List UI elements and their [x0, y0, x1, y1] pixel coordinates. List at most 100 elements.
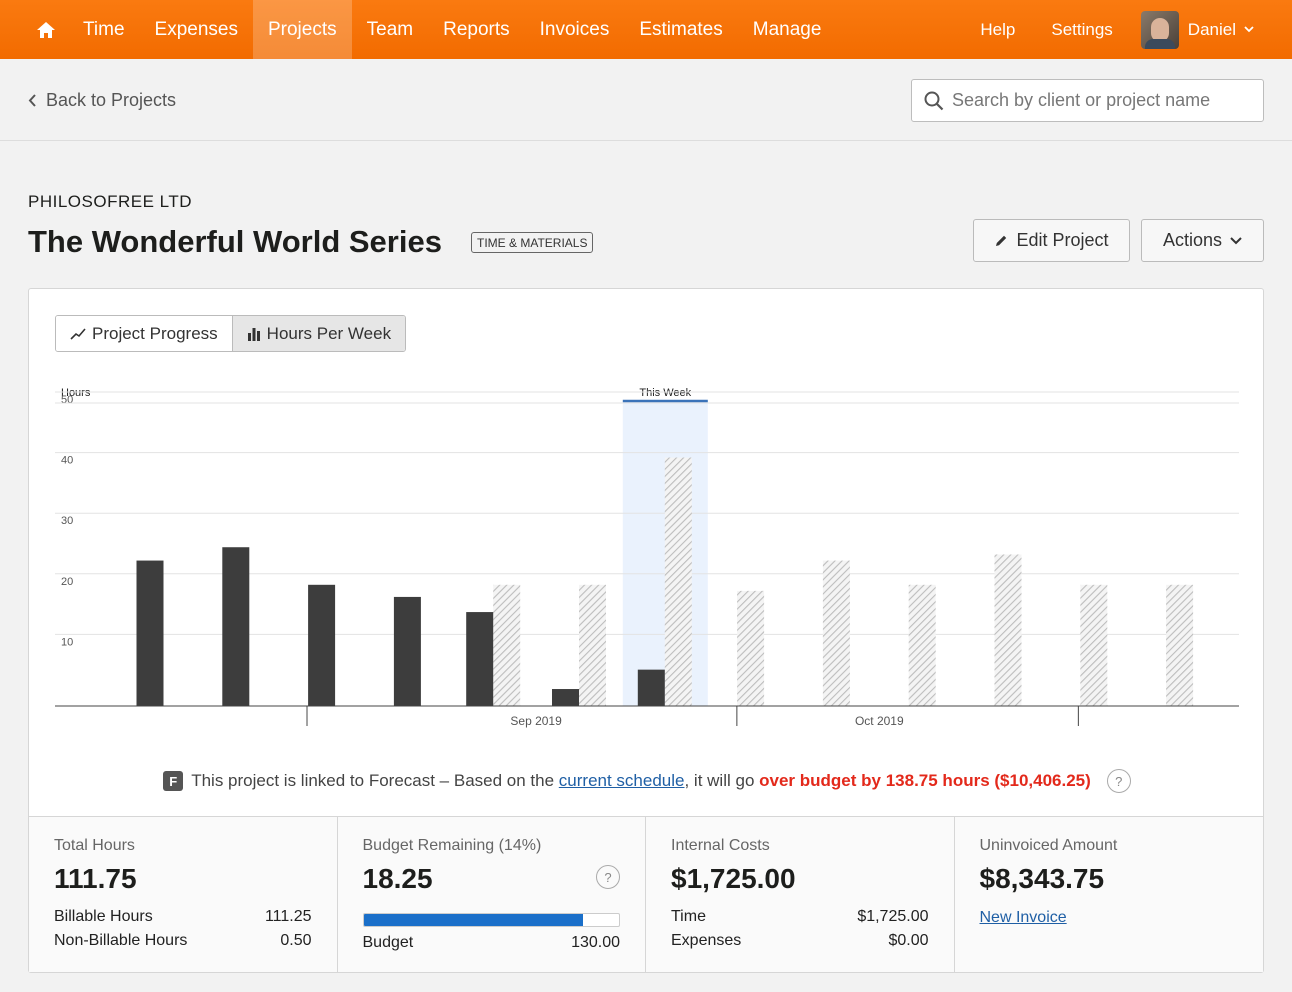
uninvoiced-stat: Uninvoiced Amount $8,343.75 New Invoice [955, 817, 1264, 973]
scheduled-bar [822, 560, 850, 706]
actual-bar [308, 584, 336, 706]
billable-value: 111.25 [264, 908, 312, 925]
search-box [911, 79, 1264, 122]
budget-label: Budget [362, 934, 414, 951]
this-week-label: This Week [639, 387, 691, 399]
scheduled-bar [664, 457, 692, 706]
y-tick-label: 20 [61, 576, 73, 588]
stats-panel: Total Hours 111.75 Billable Hours 111.25 … [29, 816, 1264, 973]
tab-project-progress-label: Project Progress [92, 323, 218, 343]
actual-bar [136, 560, 164, 706]
budget-value: 130.00 [571, 934, 620, 951]
tab-hours-per-week[interactable]: Hours Per Week [231, 316, 406, 351]
total-hours-value: 111.75 [54, 863, 137, 894]
help-icon[interactable]: ? [1106, 769, 1131, 793]
internal-costs-stat: Internal Costs $1,725.00 Time $1,725.00 E… [646, 817, 955, 973]
current-schedule-link[interactable]: current schedule [558, 771, 685, 790]
billable-label: Billable Hours [54, 908, 153, 925]
expenses-cost-label: Expenses [671, 932, 742, 949]
nav-item-projects[interactable]: Projects [252, 0, 352, 59]
scheduled-bar [1080, 584, 1108, 706]
nav-item-invoices[interactable]: Invoices [539, 18, 610, 40]
uninvoiced-value: $8,343.75 [979, 863, 1105, 894]
user-name: Daniel [1187, 19, 1236, 39]
nav-items: Time Expenses Projects Team Reports Invoices E… [68, 0, 836, 59]
chevron-down-icon [1244, 26, 1254, 33]
tab-project-progress[interactable]: Project Progress [56, 316, 232, 351]
top-nav: Time Expenses Projects Team Reports Invoices E… [0, 0, 1292, 59]
y-tick-label: 30 [61, 515, 73, 527]
pencil-icon [996, 235, 1007, 246]
total-hours-label: Total Hours [54, 837, 135, 854]
sub-header: Back to Projects [0, 59, 1292, 141]
budget-progress-fill [363, 914, 583, 926]
search-input[interactable] [952, 90, 1242, 111]
y-tick-label: 10 [61, 636, 73, 648]
forecast-icon: F [163, 771, 184, 791]
hours-per-week-chart: This Week Hours 10 20 30 40 50 Sep 2019 Oct 2019 [55, 387, 1239, 728]
nav-item-expenses[interactable]: Expenses [154, 18, 238, 40]
search-icon [924, 91, 944, 110]
actual-bar [552, 689, 579, 706]
help-link[interactable]: Help [980, 19, 1016, 39]
edit-project-label: Edit Project [1016, 230, 1109, 250]
month-label: Sep 2019 [510, 714, 562, 728]
scheduled-bar [493, 584, 521, 706]
nav-right: Help Settings Daniel [962, 0, 1292, 59]
budget-help-icon[interactable]: ? [596, 865, 620, 889]
home-icon[interactable] [24, 0, 68, 59]
project-card: Project Progress Hours Per Week This Wee… [28, 288, 1264, 973]
actual-bar [466, 612, 494, 706]
new-invoice-link[interactable]: New Invoice [979, 909, 1067, 926]
y-tick-label: 40 [61, 455, 73, 467]
settings-link[interactable]: Settings [1051, 19, 1113, 39]
budget-remaining-label: Budget Remaining (14%) [362, 837, 542, 854]
chart-view-toggle: Project Progress Hours Per Week [55, 315, 407, 352]
actual-bar [222, 547, 250, 706]
actual-bar [393, 596, 421, 706]
page-title: The Wonderful World Series [28, 224, 442, 259]
actions-label: Actions [1162, 230, 1223, 250]
time-cost-label: Time [671, 908, 706, 925]
chevron-down-icon [1230, 236, 1242, 244]
nav-item-estimates[interactable]: Estimates [639, 18, 723, 40]
actions-button[interactable]: Actions [1141, 219, 1264, 262]
expenses-cost-value: $0.00 [888, 932, 929, 949]
forecast-notice: F This project is linked to Forecast – B… [29, 769, 1265, 793]
over-budget-text: over budget by 138.75 hours ($10,406.25) [759, 771, 1091, 790]
scheduled-bar [994, 554, 1022, 706]
avatar[interactable] [1140, 10, 1179, 49]
back-to-projects-link[interactable]: Back to Projects [28, 90, 176, 111]
y-tick-label: 50 [61, 394, 73, 406]
budget-remaining-stat: Budget Remaining (14%) 18.25 ? Budget 130… [338, 817, 646, 973]
scheduled-bar [908, 584, 936, 706]
user-menu[interactable]: Daniel [1179, 20, 1292, 40]
nav-item-time[interactable]: Time [83, 18, 125, 40]
bar-chart-icon [247, 327, 260, 341]
project-type-badge: TIME & MATERIALS [471, 232, 594, 253]
tab-hours-per-week-label: Hours Per Week [266, 323, 392, 343]
nonbillable-label: Non-Billable Hours [54, 932, 188, 949]
nav-item-manage[interactable]: Manage [752, 18, 822, 40]
nav-item-team[interactable]: Team [366, 18, 414, 40]
actual-bar [637, 669, 665, 706]
client-name: PHILOSOFREE LTD [28, 192, 192, 211]
budget-progress-bar [362, 913, 620, 927]
edit-project-button[interactable]: Edit Project [973, 219, 1130, 262]
budget-remaining-value: 18.25 [362, 863, 433, 894]
forecast-text-mid: , it will go [684, 771, 755, 790]
uninvoiced-label: Uninvoiced Amount [979, 837, 1118, 854]
internal-costs-value: $1,725.00 [671, 863, 796, 894]
forecast-text-pre: This project is linked to Forecast – Bas… [191, 771, 555, 790]
internal-costs-label: Internal Costs [671, 837, 770, 854]
y-axis-label: Hours [61, 387, 91, 399]
line-chart-icon [70, 327, 86, 340]
month-label: Oct 2019 [855, 714, 904, 728]
back-label: Back to Projects [46, 90, 177, 110]
nav-item-reports[interactable]: Reports [443, 18, 510, 40]
scheduled-bar [1166, 584, 1194, 706]
scheduled-bar [579, 584, 606, 706]
scheduled-bar [737, 590, 765, 706]
time-cost-value: $1,725.00 [857, 908, 929, 925]
chevron-left-icon [28, 94, 36, 107]
